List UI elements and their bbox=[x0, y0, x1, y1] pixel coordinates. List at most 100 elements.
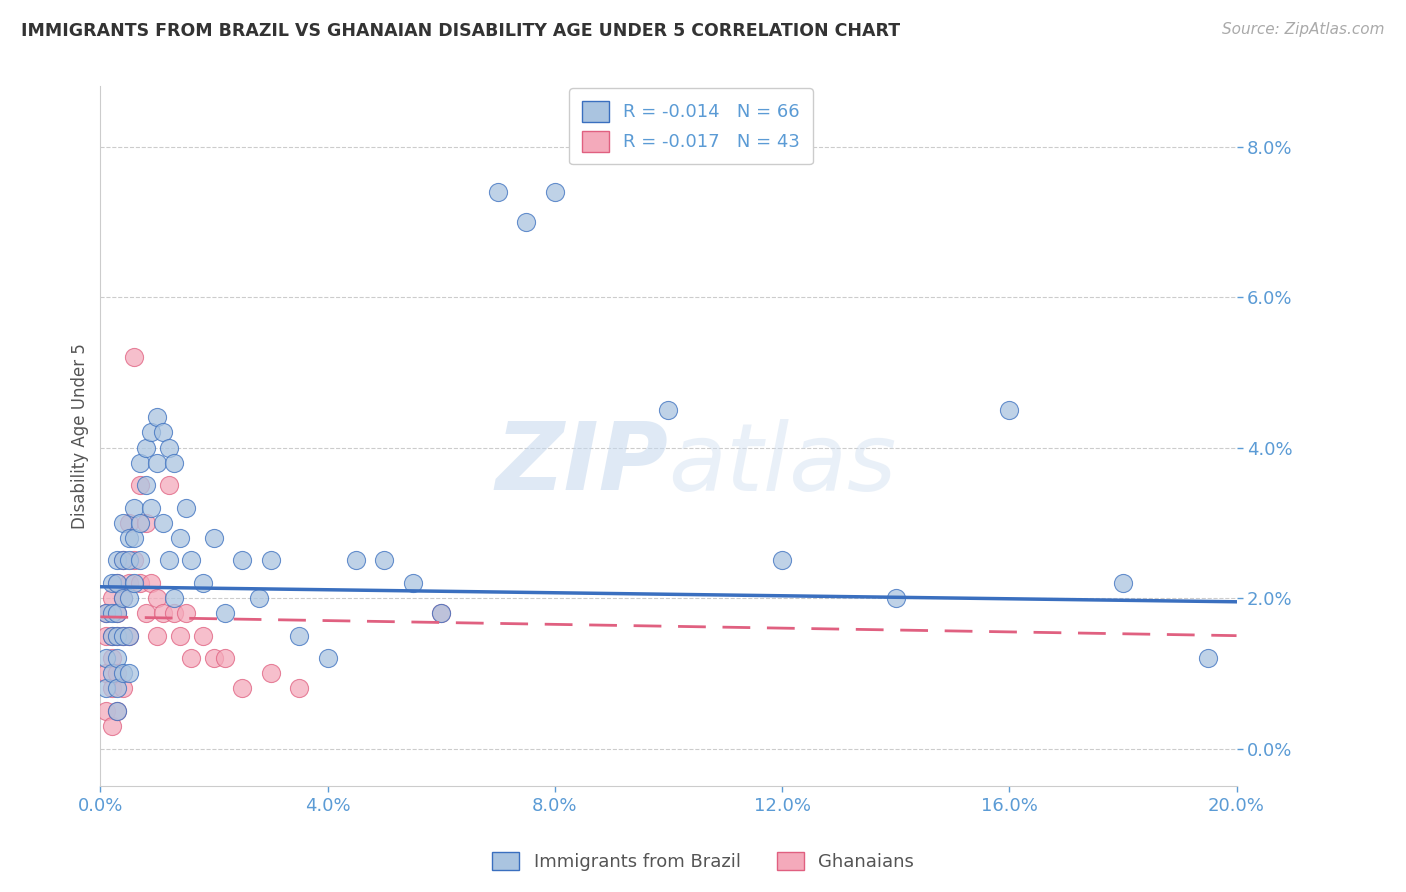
Point bbox=[100, 719, 122, 733]
Point bbox=[100, 606, 122, 620]
Point bbox=[105, 553, 128, 567]
Point bbox=[112, 629, 135, 643]
Point bbox=[169, 531, 191, 545]
Point bbox=[112, 591, 135, 605]
Text: ZIP: ZIP bbox=[495, 418, 668, 510]
Point bbox=[124, 576, 146, 591]
Point bbox=[94, 681, 117, 696]
Point bbox=[112, 591, 135, 605]
Point bbox=[105, 576, 128, 591]
Point bbox=[373, 553, 395, 567]
Text: IMMIGRANTS FROM BRAZIL VS GHANAIAN DISABILITY AGE UNDER 5 CORRELATION CHART: IMMIGRANTS FROM BRAZIL VS GHANAIAN DISAB… bbox=[21, 22, 900, 40]
Point bbox=[135, 478, 157, 492]
Point bbox=[163, 606, 186, 620]
Point bbox=[105, 629, 128, 643]
Point bbox=[288, 681, 311, 696]
Point bbox=[112, 553, 135, 567]
Point bbox=[231, 681, 253, 696]
Point bbox=[1197, 651, 1219, 665]
Legend: Immigrants from Brazil, Ghanaians: Immigrants from Brazil, Ghanaians bbox=[485, 845, 921, 879]
Point bbox=[105, 576, 128, 591]
Point bbox=[135, 516, 157, 530]
Point bbox=[100, 666, 122, 681]
Point bbox=[112, 681, 135, 696]
Point bbox=[486, 185, 509, 199]
Point bbox=[316, 651, 339, 665]
Point bbox=[146, 629, 169, 643]
Point bbox=[112, 666, 135, 681]
Point bbox=[157, 441, 180, 455]
Point bbox=[146, 591, 169, 605]
Point bbox=[657, 403, 679, 417]
Point bbox=[141, 576, 163, 591]
Point bbox=[231, 553, 253, 567]
Point bbox=[180, 651, 202, 665]
Point bbox=[94, 606, 117, 620]
Point bbox=[169, 629, 191, 643]
Point bbox=[770, 553, 793, 567]
Point bbox=[105, 666, 128, 681]
Point bbox=[129, 516, 152, 530]
Point bbox=[430, 606, 453, 620]
Point bbox=[129, 553, 152, 567]
Point bbox=[118, 576, 141, 591]
Point bbox=[94, 629, 117, 643]
Point bbox=[146, 456, 169, 470]
Point bbox=[260, 666, 283, 681]
Point bbox=[135, 606, 157, 620]
Point bbox=[141, 500, 163, 515]
Point bbox=[118, 531, 141, 545]
Point bbox=[105, 704, 128, 718]
Legend: R = -0.014   N = 66, R = -0.017   N = 43: R = -0.014 N = 66, R = -0.017 N = 43 bbox=[569, 88, 813, 164]
Point bbox=[430, 606, 453, 620]
Point bbox=[112, 516, 135, 530]
Point bbox=[202, 651, 225, 665]
Point bbox=[191, 629, 214, 643]
Point bbox=[163, 591, 186, 605]
Point bbox=[884, 591, 907, 605]
Point bbox=[100, 681, 122, 696]
Point bbox=[214, 606, 236, 620]
Point bbox=[214, 651, 236, 665]
Point bbox=[515, 215, 537, 229]
Point bbox=[118, 629, 141, 643]
Point bbox=[124, 350, 146, 364]
Point bbox=[129, 478, 152, 492]
Point bbox=[118, 516, 141, 530]
Point bbox=[105, 704, 128, 718]
Point bbox=[118, 591, 141, 605]
Point bbox=[288, 629, 311, 643]
Point bbox=[105, 681, 128, 696]
Point bbox=[344, 553, 367, 567]
Point bbox=[105, 606, 128, 620]
Point bbox=[100, 591, 122, 605]
Point bbox=[157, 553, 180, 567]
Point bbox=[124, 553, 146, 567]
Point bbox=[202, 531, 225, 545]
Point bbox=[146, 410, 169, 425]
Point bbox=[118, 666, 141, 681]
Point bbox=[152, 606, 174, 620]
Point bbox=[100, 651, 122, 665]
Point bbox=[180, 553, 202, 567]
Point bbox=[129, 576, 152, 591]
Point bbox=[163, 456, 186, 470]
Point bbox=[100, 576, 122, 591]
Point bbox=[260, 553, 283, 567]
Point bbox=[191, 576, 214, 591]
Point bbox=[998, 403, 1021, 417]
Point bbox=[129, 456, 152, 470]
Point bbox=[152, 425, 174, 440]
Point bbox=[94, 606, 117, 620]
Point bbox=[112, 629, 135, 643]
Point bbox=[157, 478, 180, 492]
Point bbox=[124, 531, 146, 545]
Text: atlas: atlas bbox=[668, 418, 897, 509]
Point bbox=[152, 516, 174, 530]
Y-axis label: Disability Age Under 5: Disability Age Under 5 bbox=[72, 343, 89, 529]
Point bbox=[135, 441, 157, 455]
Point bbox=[105, 651, 128, 665]
Point bbox=[94, 666, 117, 681]
Point bbox=[174, 500, 197, 515]
Point bbox=[402, 576, 425, 591]
